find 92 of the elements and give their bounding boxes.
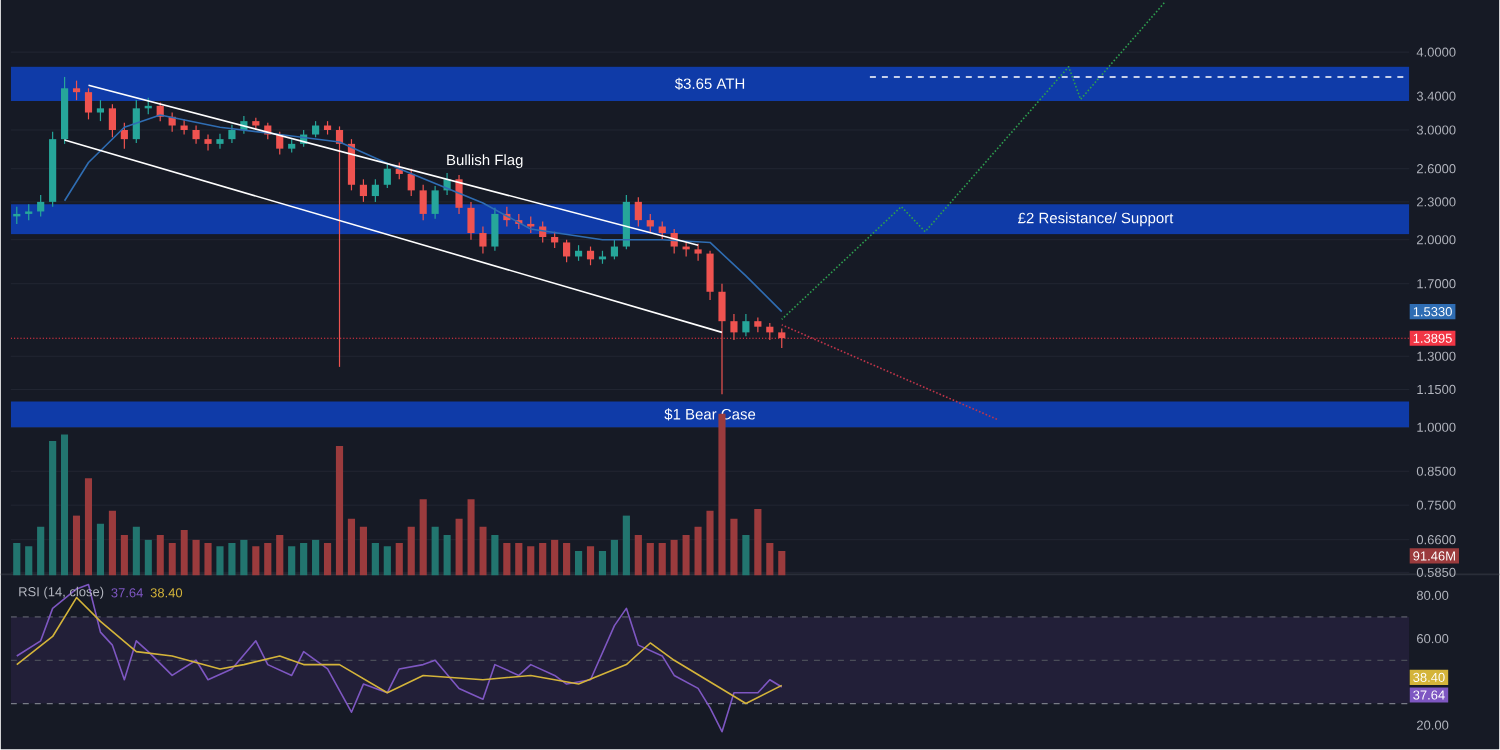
bar <box>312 540 320 576</box>
candlestick <box>407 168 415 198</box>
bar <box>395 543 403 576</box>
candlestick <box>586 246 595 267</box>
candlestick <box>96 99 105 123</box>
bar <box>96 524 105 576</box>
candlestick <box>228 124 236 144</box>
candlestick <box>742 313 750 338</box>
bar <box>108 511 116 576</box>
bar <box>467 499 475 576</box>
bar <box>192 540 200 576</box>
bar <box>527 546 535 576</box>
bar <box>132 527 140 576</box>
bar <box>551 540 559 576</box>
bar <box>658 543 666 576</box>
bar <box>598 551 607 576</box>
candlestick <box>371 179 379 203</box>
candlestick <box>467 201 475 241</box>
bar <box>252 546 260 576</box>
bar <box>61 434 69 576</box>
bar <box>168 543 176 576</box>
bar <box>742 535 750 576</box>
bar <box>13 543 21 576</box>
bar <box>216 546 224 576</box>
bar <box>264 543 272 576</box>
bar <box>646 543 654 576</box>
candlestick <box>646 213 654 235</box>
bar <box>634 535 642 576</box>
bar <box>383 546 391 576</box>
bar <box>455 519 463 576</box>
candlestick <box>431 185 439 220</box>
bar <box>443 535 451 576</box>
candlestick <box>37 194 45 218</box>
bar <box>300 543 308 576</box>
bar <box>347 519 356 576</box>
bar <box>37 527 45 576</box>
bar <box>204 543 212 576</box>
bar <box>25 546 33 576</box>
candlestick <box>216 133 224 150</box>
bar <box>371 543 379 576</box>
bar <box>563 543 571 576</box>
bar <box>610 540 619 576</box>
bar <box>72 515 81 576</box>
candlestick <box>479 226 487 255</box>
bar <box>120 535 128 576</box>
candlestick <box>622 194 630 251</box>
candlestick <box>383 163 391 190</box>
candlestick <box>563 239 571 264</box>
bar <box>288 546 296 576</box>
candlestick <box>491 207 499 252</box>
bar <box>515 543 523 576</box>
bar <box>335 446 344 576</box>
bar <box>419 499 427 576</box>
bar <box>730 519 738 576</box>
bar <box>228 543 236 576</box>
bar <box>574 551 583 576</box>
bar <box>180 530 188 576</box>
candlestick <box>658 221 666 241</box>
bar <box>359 527 367 576</box>
line-series <box>15 584 783 733</box>
candlestick <box>419 184 427 222</box>
bar <box>491 535 499 576</box>
candlestick <box>108 104 116 139</box>
bar <box>586 546 595 576</box>
bar <box>144 540 152 576</box>
bar <box>84 478 93 576</box>
candlestick <box>192 125 200 145</box>
candlestick <box>359 179 367 203</box>
candlestick <box>694 243 702 262</box>
candlestick <box>120 122 128 150</box>
line-series <box>15 597 783 705</box>
candlestick <box>634 197 642 228</box>
bar <box>407 527 415 576</box>
candlestick <box>72 80 81 102</box>
bar <box>539 543 547 576</box>
candlestick <box>84 88 93 121</box>
candlestick <box>718 283 726 396</box>
bar <box>503 543 511 576</box>
bar <box>240 540 248 576</box>
candlestick <box>730 313 738 342</box>
bar <box>706 511 714 576</box>
candlestick <box>204 134 212 152</box>
bar <box>431 527 439 576</box>
bar <box>479 527 487 576</box>
bar <box>622 515 630 576</box>
bar <box>156 535 164 576</box>
bar <box>323 543 332 576</box>
bar <box>49 441 57 576</box>
candlestick <box>132 99 140 144</box>
candlestick <box>778 328 786 350</box>
candlestick <box>706 250 714 302</box>
bar <box>276 535 284 576</box>
